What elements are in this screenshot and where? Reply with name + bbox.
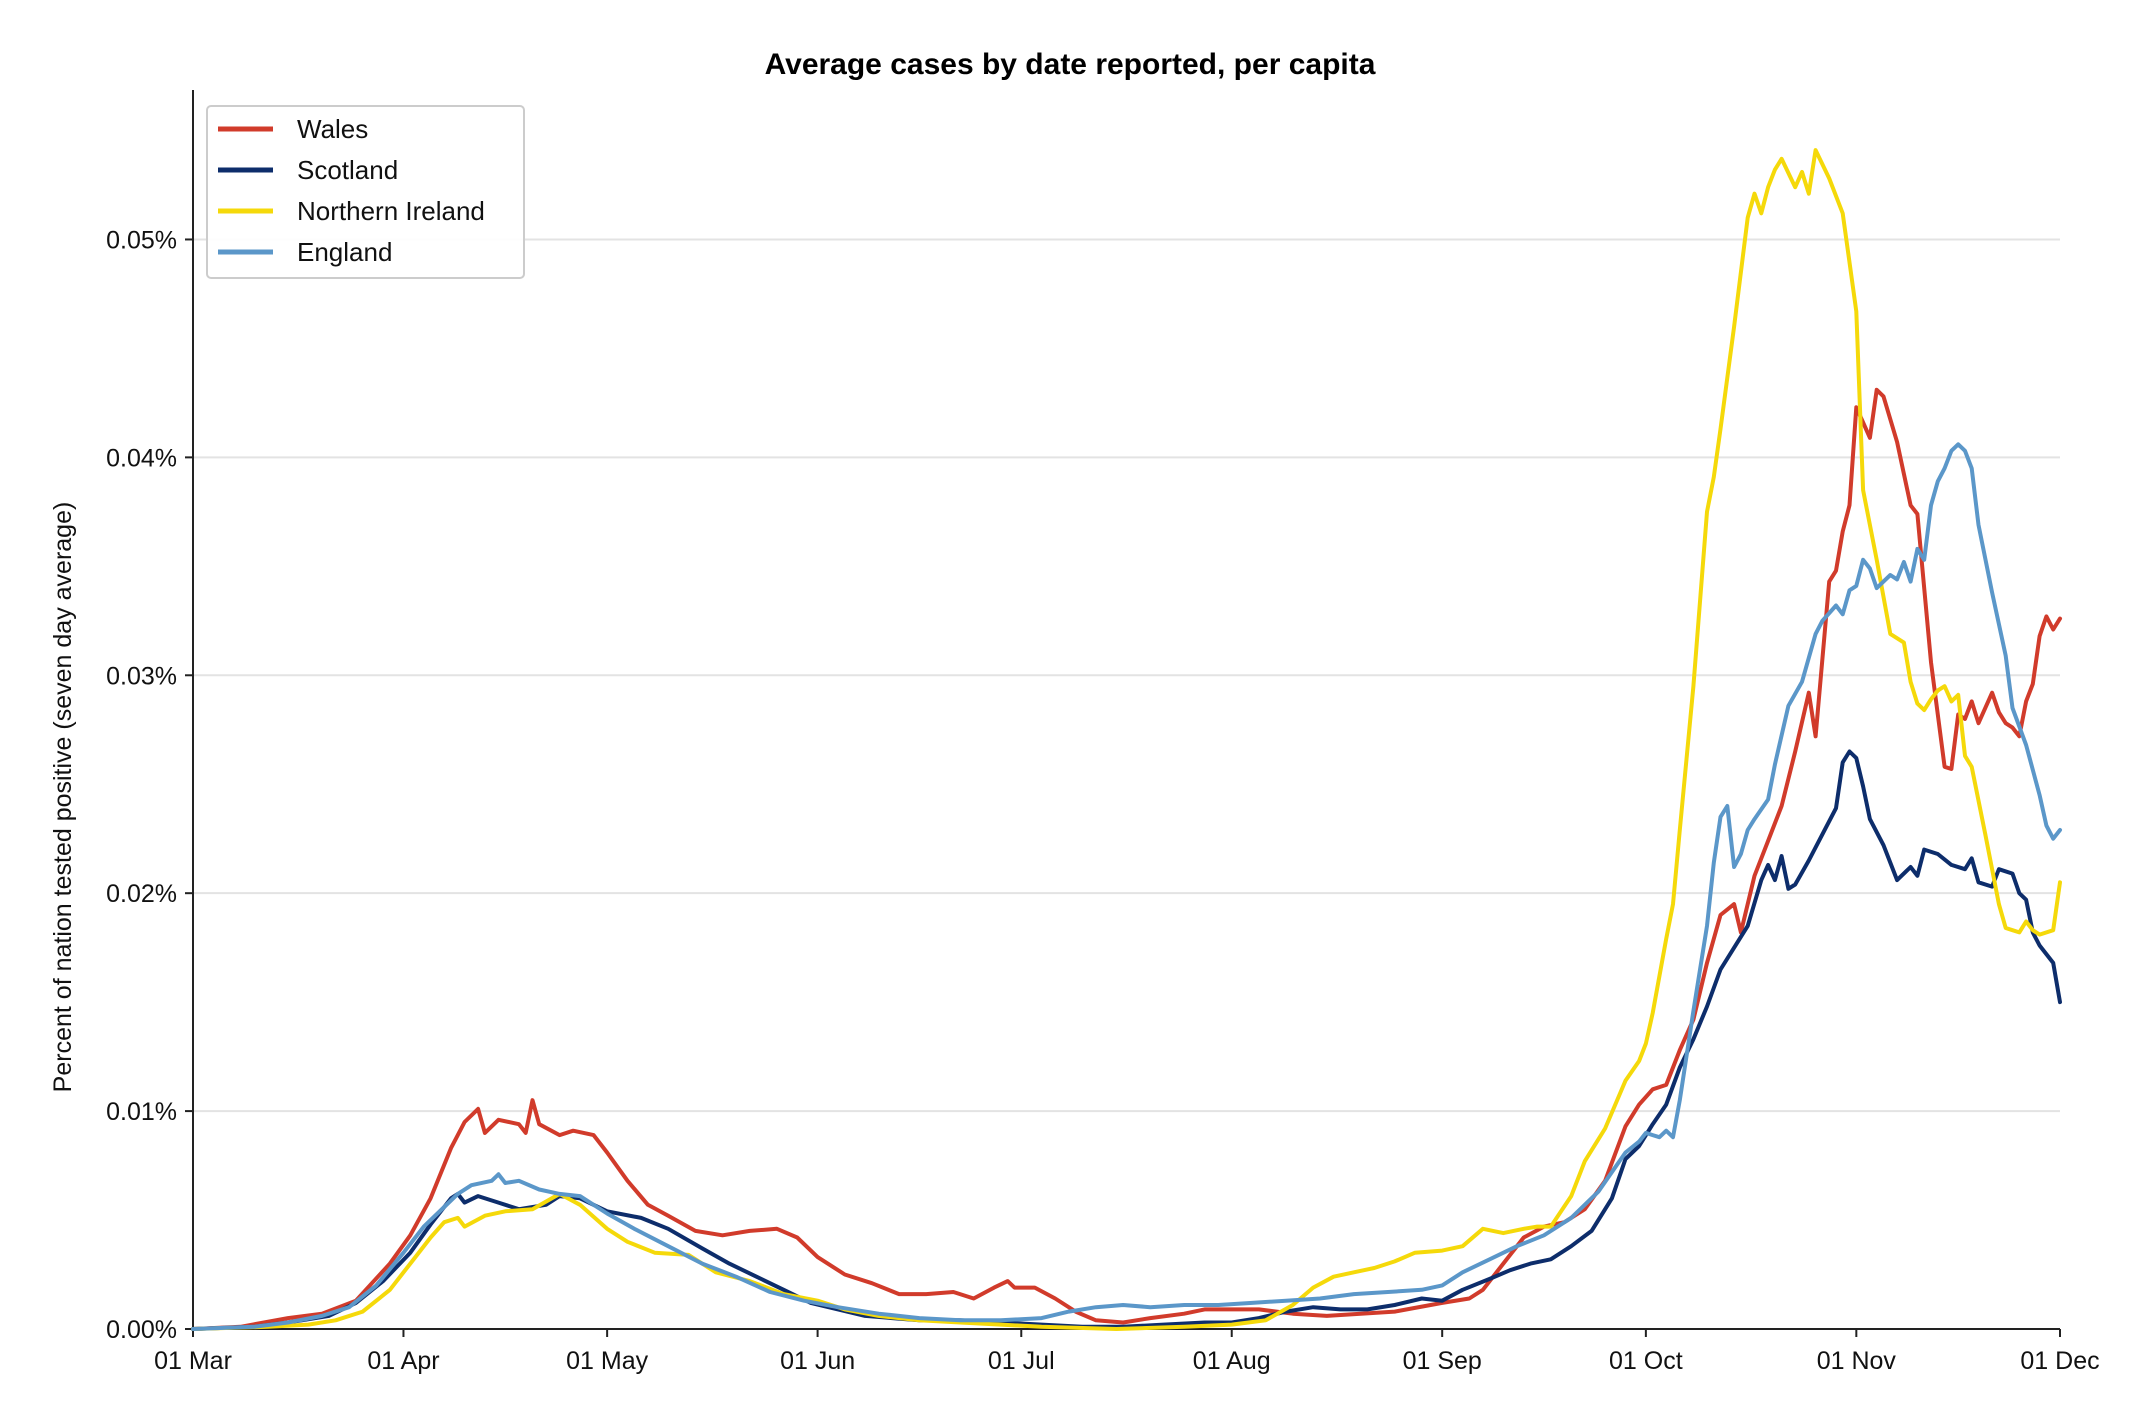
series-line-scotland xyxy=(191,749,2062,1331)
x-tick-label: 01 Oct xyxy=(1609,1347,1683,1375)
x-tick-label: 01 Mar xyxy=(154,1347,232,1375)
y-tick-label: 0.02% xyxy=(106,880,177,908)
x-tick-label: 01 Nov xyxy=(1817,1347,1897,1375)
x-tick-label: 01 Apr xyxy=(367,1347,439,1375)
x-tick-label: 01 Dec xyxy=(2020,1347,2099,1375)
series-line-northern-ireland xyxy=(191,148,2062,1331)
x-tick-label: 01 Aug xyxy=(1193,1347,1271,1375)
legend-label: Northern Ireland xyxy=(297,196,485,226)
x-tick-label: 01 Jul xyxy=(988,1347,1055,1375)
legend-label: Wales xyxy=(297,114,368,144)
x-tick-label: 01 May xyxy=(566,1347,648,1375)
legend-label: Scotland xyxy=(297,155,398,185)
y-tick-label: 0.03% xyxy=(106,662,177,690)
y-tick-label: 0.01% xyxy=(106,1098,177,1126)
x-axis: 01 Mar 01 Apr 01 May 01 Jun 01 Jul 01 Aug 01 S… xyxy=(154,1328,2100,1375)
y-tick-label: 0.00% xyxy=(106,1316,177,1344)
gridlines xyxy=(193,238,2060,1113)
chart-title: Average cases by date reported, per capi… xyxy=(765,48,1376,81)
legend-label: England xyxy=(297,237,392,267)
y-tick-label: 0.04% xyxy=(106,444,177,472)
legend: Wales Scotland Northern Ireland England xyxy=(206,105,525,279)
x-tick-label: 01 Jun xyxy=(780,1347,855,1375)
y-tick-label: 0.05% xyxy=(106,226,177,254)
series-line-wales xyxy=(191,387,2062,1331)
x-tick-label: 01 Sep xyxy=(1403,1347,1482,1375)
series-lines xyxy=(191,148,2062,1331)
series-line-england xyxy=(191,442,2062,1331)
y-axis-label: Percent of nation tested positive (seven… xyxy=(49,502,77,1093)
y-axis: 0.00% 0.01% 0.02% 0.03% 0.04% 0.05% xyxy=(106,90,194,1344)
legend-box xyxy=(206,105,525,279)
